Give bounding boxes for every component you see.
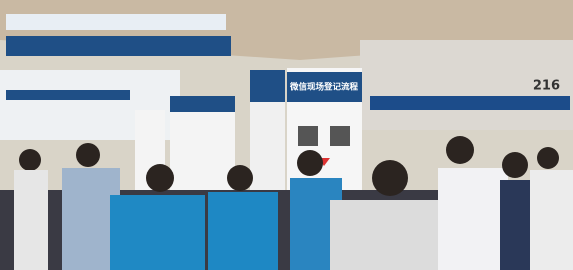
person xyxy=(110,195,205,270)
direction-sign xyxy=(6,90,130,100)
head xyxy=(297,150,323,176)
head xyxy=(446,136,474,164)
head xyxy=(19,149,41,171)
page: 216 微信现场登记流程 (() => { const data = JSON.… xyxy=(0,0,573,270)
photo-scene: 216 微信现场登记流程 xyxy=(0,0,573,270)
head xyxy=(372,160,408,196)
person xyxy=(14,170,48,270)
head xyxy=(76,143,100,167)
sign-header xyxy=(170,96,235,112)
qr-code xyxy=(298,126,318,146)
head xyxy=(146,164,174,192)
qr-code xyxy=(330,126,350,146)
booth-number: 216 xyxy=(533,79,560,94)
person xyxy=(530,170,573,270)
direction-sign xyxy=(6,36,231,56)
head xyxy=(227,165,253,191)
head xyxy=(537,147,559,169)
person xyxy=(330,200,450,270)
sign-title: 微信现场登记流程 xyxy=(289,82,359,93)
booth-fascia xyxy=(370,96,570,110)
sign-header xyxy=(250,70,285,102)
person xyxy=(208,192,278,270)
person xyxy=(438,168,508,270)
led-board xyxy=(6,14,226,30)
head xyxy=(502,152,528,178)
